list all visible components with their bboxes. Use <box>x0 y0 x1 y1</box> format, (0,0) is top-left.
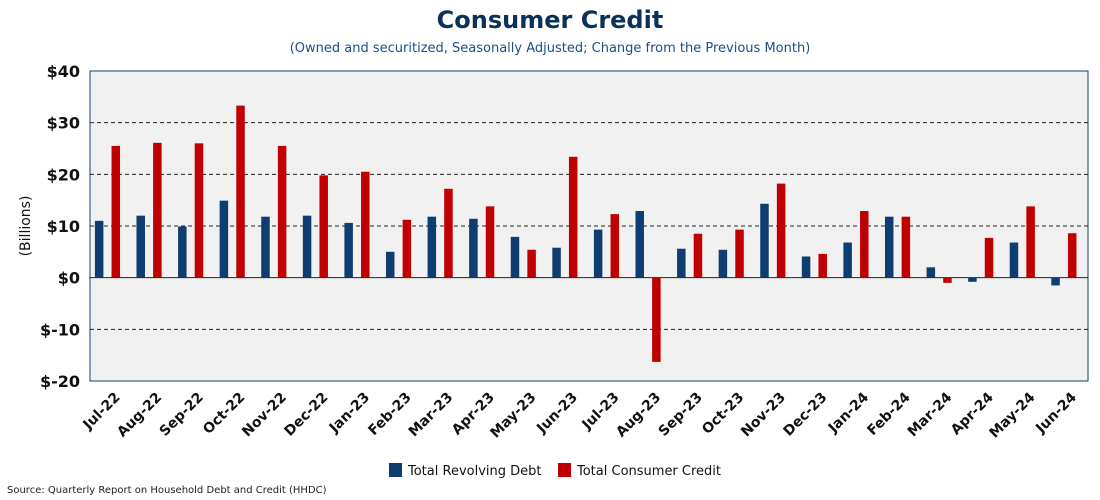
y-tick-label: $40 <box>47 62 80 81</box>
bar-consumer-credit <box>860 211 869 278</box>
bar-revolving-debt <box>926 267 936 278</box>
legend: Total Revolving Debt Total Consumer Cred… <box>389 463 721 479</box>
bar-revolving-debt <box>677 248 686 278</box>
bar-consumer-credit <box>319 175 328 278</box>
bar-consumer-credit <box>735 229 744 278</box>
y-tick-label: $10 <box>47 217 80 236</box>
y-tick-label: $0 <box>58 269 80 288</box>
x-axis-ticks: Jul-22Aug-22Sep-22Oct-22Nov-22Dec-22Jan-… <box>80 389 1081 441</box>
bars <box>94 105 1077 362</box>
bar-revolving-debt <box>718 249 728 278</box>
bar-consumer-credit <box>194 143 204 278</box>
x-tick-label: Nov-22 <box>239 390 290 441</box>
bar-revolving-debt <box>635 211 644 278</box>
source-note: Source: Quarterly Report on Household De… <box>7 485 327 496</box>
bar-revolving-debt <box>552 247 561 278</box>
bar-revolving-debt <box>843 242 852 278</box>
legend-label-revolving: Total Revolving Debt <box>407 464 542 479</box>
bar-revolving-debt <box>136 215 145 278</box>
bar-consumer-credit <box>153 142 162 278</box>
legend-swatch-revolving <box>389 463 402 477</box>
y-tick-label: $20 <box>47 165 80 184</box>
bar-revolving-debt <box>1009 242 1019 278</box>
x-tick-label: Dec-22 <box>282 390 332 440</box>
x-tick-label: Sep-22 <box>157 390 207 440</box>
bar-consumer-credit <box>361 171 370 278</box>
bar-revolving-debt <box>510 236 520 278</box>
bar-consumer-credit <box>236 105 245 278</box>
bar-consumer-credit <box>527 249 536 278</box>
x-tick-label: Jun-23 <box>533 390 581 438</box>
legend-label-consumer-credit: Total Consumer Credit <box>576 464 721 479</box>
y-tick-label: $-10 <box>40 320 80 339</box>
bar-consumer-credit <box>1067 233 1077 278</box>
bar-consumer-credit <box>485 206 495 278</box>
bar-consumer-credit <box>818 253 827 278</box>
bar-revolving-debt <box>469 218 478 278</box>
y-tick-label: $30 <box>47 114 80 133</box>
bar-consumer-credit <box>776 183 786 278</box>
bar-revolving-debt <box>302 215 312 278</box>
x-tick-label: Aug-23 <box>613 390 664 441</box>
bar-revolving-debt <box>968 277 977 282</box>
bar-revolving-debt <box>884 216 894 278</box>
y-axis-label: (Billions) <box>18 196 34 257</box>
bar-revolving-debt <box>178 226 187 278</box>
bar-consumer-credit <box>444 188 453 278</box>
grid-lines <box>90 122 1088 330</box>
x-tick-label: Nov-23 <box>738 390 789 441</box>
bar-revolving-debt <box>385 251 395 278</box>
bar-consumer-credit <box>1026 206 1035 278</box>
bar-consumer-credit <box>693 233 703 278</box>
x-tick-label: Dec-23 <box>781 390 831 440</box>
bar-revolving-debt <box>760 203 769 278</box>
bar-revolving-debt <box>219 200 229 278</box>
bar-consumer-credit <box>943 277 952 283</box>
x-tick-label: Jun-24 <box>1032 389 1080 437</box>
bar-revolving-debt <box>94 220 104 278</box>
bar-revolving-debt <box>344 222 353 278</box>
bar-consumer-credit <box>652 277 661 362</box>
x-tick-label: Jan-23 <box>326 390 373 437</box>
x-tick-label: May-24 <box>987 389 1039 441</box>
legend-swatch-consumer-credit <box>558 463 571 477</box>
x-tick-label: Sep-23 <box>656 390 706 440</box>
y-axis-ticks: $40 $30 $20 $10 $0 $-10 $-20 <box>40 62 80 391</box>
x-tick-label: Mar-24 <box>905 389 956 440</box>
x-tick-label: Aug-22 <box>114 390 165 441</box>
bar-consumer-credit <box>277 145 287 278</box>
bar-revolving-debt <box>261 216 270 278</box>
bar-revolving-debt <box>801 256 811 278</box>
bar-consumer-credit <box>610 214 620 278</box>
bar-revolving-debt <box>427 216 437 278</box>
chart-subtitle: (Owned and securitized, Seasonally Adjus… <box>289 41 811 56</box>
bar-consumer-credit <box>402 219 412 278</box>
x-tick-label: May-23 <box>488 390 540 442</box>
bar-consumer-credit <box>111 145 121 278</box>
x-tick-label: Mar-23 <box>406 390 457 441</box>
y-tick-label: $-20 <box>40 372 80 391</box>
chart-title: Consumer Credit <box>436 6 664 34</box>
bar-consumer-credit <box>901 216 911 278</box>
bar-consumer-credit <box>568 156 578 278</box>
bar-revolving-debt <box>1051 277 1060 286</box>
bar-revolving-debt <box>593 229 603 278</box>
bar-consumer-credit <box>984 237 994 278</box>
